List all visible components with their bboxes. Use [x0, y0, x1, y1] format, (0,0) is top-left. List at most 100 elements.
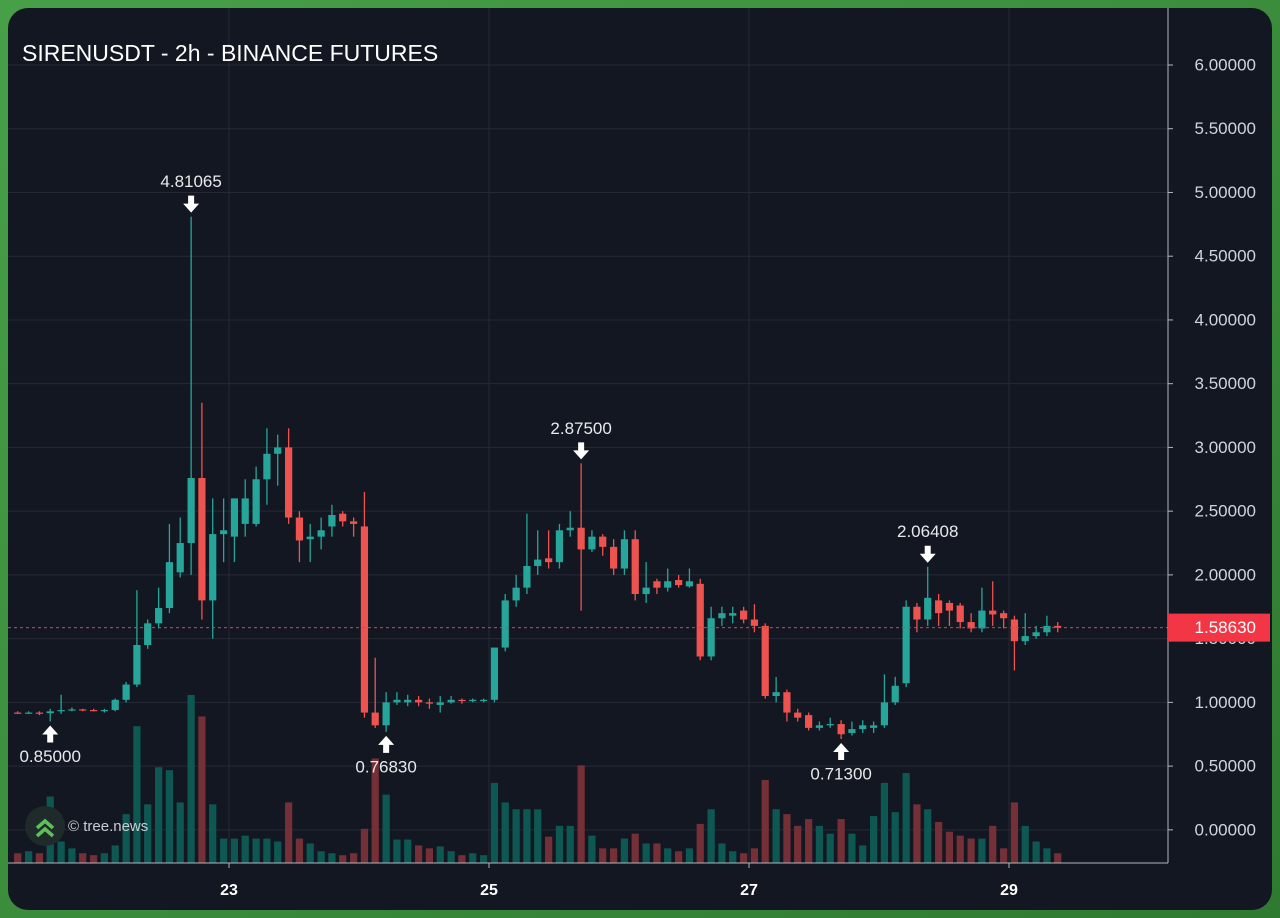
volume-bar	[794, 825, 802, 863]
candle-body	[707, 618, 715, 657]
candle-body	[577, 527, 585, 550]
annotation-arrow	[378, 735, 395, 753]
annotation-label: 0.85000	[19, 747, 80, 766]
candle-body	[794, 712, 802, 718]
candle-body	[664, 581, 672, 588]
y-tick-label: 4.00000	[1195, 310, 1256, 329]
volume-bar	[404, 839, 412, 863]
volume-bar	[35, 853, 44, 863]
volume-bar	[967, 838, 975, 863]
candle-body	[122, 684, 130, 700]
volume-bar	[696, 823, 704, 863]
candle-body	[209, 534, 217, 601]
y-tick-label: 4.50000	[1195, 247, 1256, 266]
candle-body	[588, 536, 596, 550]
volume-bar	[447, 851, 455, 863]
volume-bar	[956, 835, 964, 863]
volume-bar	[815, 825, 824, 863]
candle-body	[1043, 625, 1051, 633]
annotation-label: 0.76830	[355, 757, 416, 776]
annotation-label: 2.06408	[897, 522, 958, 541]
candle-body	[501, 600, 509, 648]
candle-body	[783, 692, 791, 713]
volume-bar	[155, 767, 163, 863]
volume-bar	[750, 848, 759, 863]
candle-body	[1010, 619, 1019, 642]
volume-bar	[599, 848, 607, 863]
volume-bar	[523, 809, 531, 863]
volume-bar	[490, 782, 499, 863]
overlay-layer: 4.81065 2.87500 2.06408 0.85000 0.76830 0.713…	[8, 172, 1168, 783]
volume-bar	[620, 838, 629, 863]
candle-body	[740, 610, 748, 620]
candle-body	[555, 530, 564, 563]
candle-body	[1000, 613, 1008, 619]
volume-bar	[274, 841, 282, 863]
volume-bar	[512, 809, 520, 863]
annotation-label: 0.71300	[810, 764, 871, 783]
annotation-arrow	[573, 442, 590, 460]
panel	[8, 8, 1272, 910]
candle-body	[25, 712, 33, 714]
candle-body	[350, 521, 358, 524]
watermark: © tree.news	[25, 806, 148, 846]
candle-body	[610, 546, 618, 569]
volume-bar	[588, 835, 596, 863]
volume-bar	[1010, 802, 1019, 863]
volume-bar	[826, 833, 834, 863]
candle-body	[653, 581, 661, 588]
volume-bar	[1000, 848, 1008, 863]
volume-bar	[729, 851, 737, 863]
volume-bar	[220, 838, 228, 863]
volume-bar	[761, 779, 769, 863]
axis-layer: 0.000000.500001.000001.500002.000002.500…	[220, 55, 1270, 899]
volume-bar	[837, 819, 845, 863]
candle-body	[935, 600, 943, 614]
volume-bar	[111, 845, 119, 863]
volume-bar	[685, 848, 694, 863]
volume-bar	[707, 809, 715, 863]
candle-body	[79, 709, 87, 711]
candle-body	[371, 712, 379, 726]
volume-bar	[382, 794, 390, 863]
candle-body	[815, 725, 824, 728]
volume-bar	[230, 838, 239, 863]
price-label-box	[1168, 613, 1270, 642]
candle-body	[523, 565, 531, 588]
y-tick-label: 3.00000	[1195, 438, 1256, 457]
x-tick-label: 27	[740, 882, 758, 899]
candle-body	[90, 710, 98, 712]
volume-bar	[198, 716, 206, 863]
volume-bar	[122, 814, 130, 863]
volume-bar	[295, 838, 304, 863]
candle-body	[339, 513, 347, 522]
candle-body	[512, 587, 520, 601]
candle-body	[404, 699, 412, 703]
candle-body	[382, 702, 390, 726]
candle-body	[534, 559, 542, 566]
candle-body	[241, 498, 249, 524]
volume-bar	[805, 819, 813, 863]
volume-bar	[545, 836, 553, 863]
volume-bar	[436, 846, 444, 863]
candle-body	[295, 517, 304, 541]
annotation-arrow	[833, 742, 850, 760]
volume-bar	[945, 831, 954, 863]
volume-bar	[339, 855, 347, 863]
x-tick-label: 29	[1000, 882, 1018, 899]
volume-bar	[577, 765, 585, 863]
watermark-logo-mark	[35, 818, 55, 838]
candle-body	[599, 536, 607, 547]
volume-bar	[1043, 848, 1051, 863]
volume-bar	[664, 848, 672, 863]
candle-body	[696, 583, 704, 657]
candle-body	[545, 558, 553, 563]
volume-bar	[458, 855, 466, 863]
candle-body	[642, 587, 650, 595]
candle-body	[317, 530, 325, 537]
candle-body	[480, 699, 488, 702]
volume-bar	[772, 809, 780, 863]
candle-body	[100, 710, 109, 712]
candle-body	[14, 712, 22, 714]
volume-bar	[642, 843, 650, 863]
